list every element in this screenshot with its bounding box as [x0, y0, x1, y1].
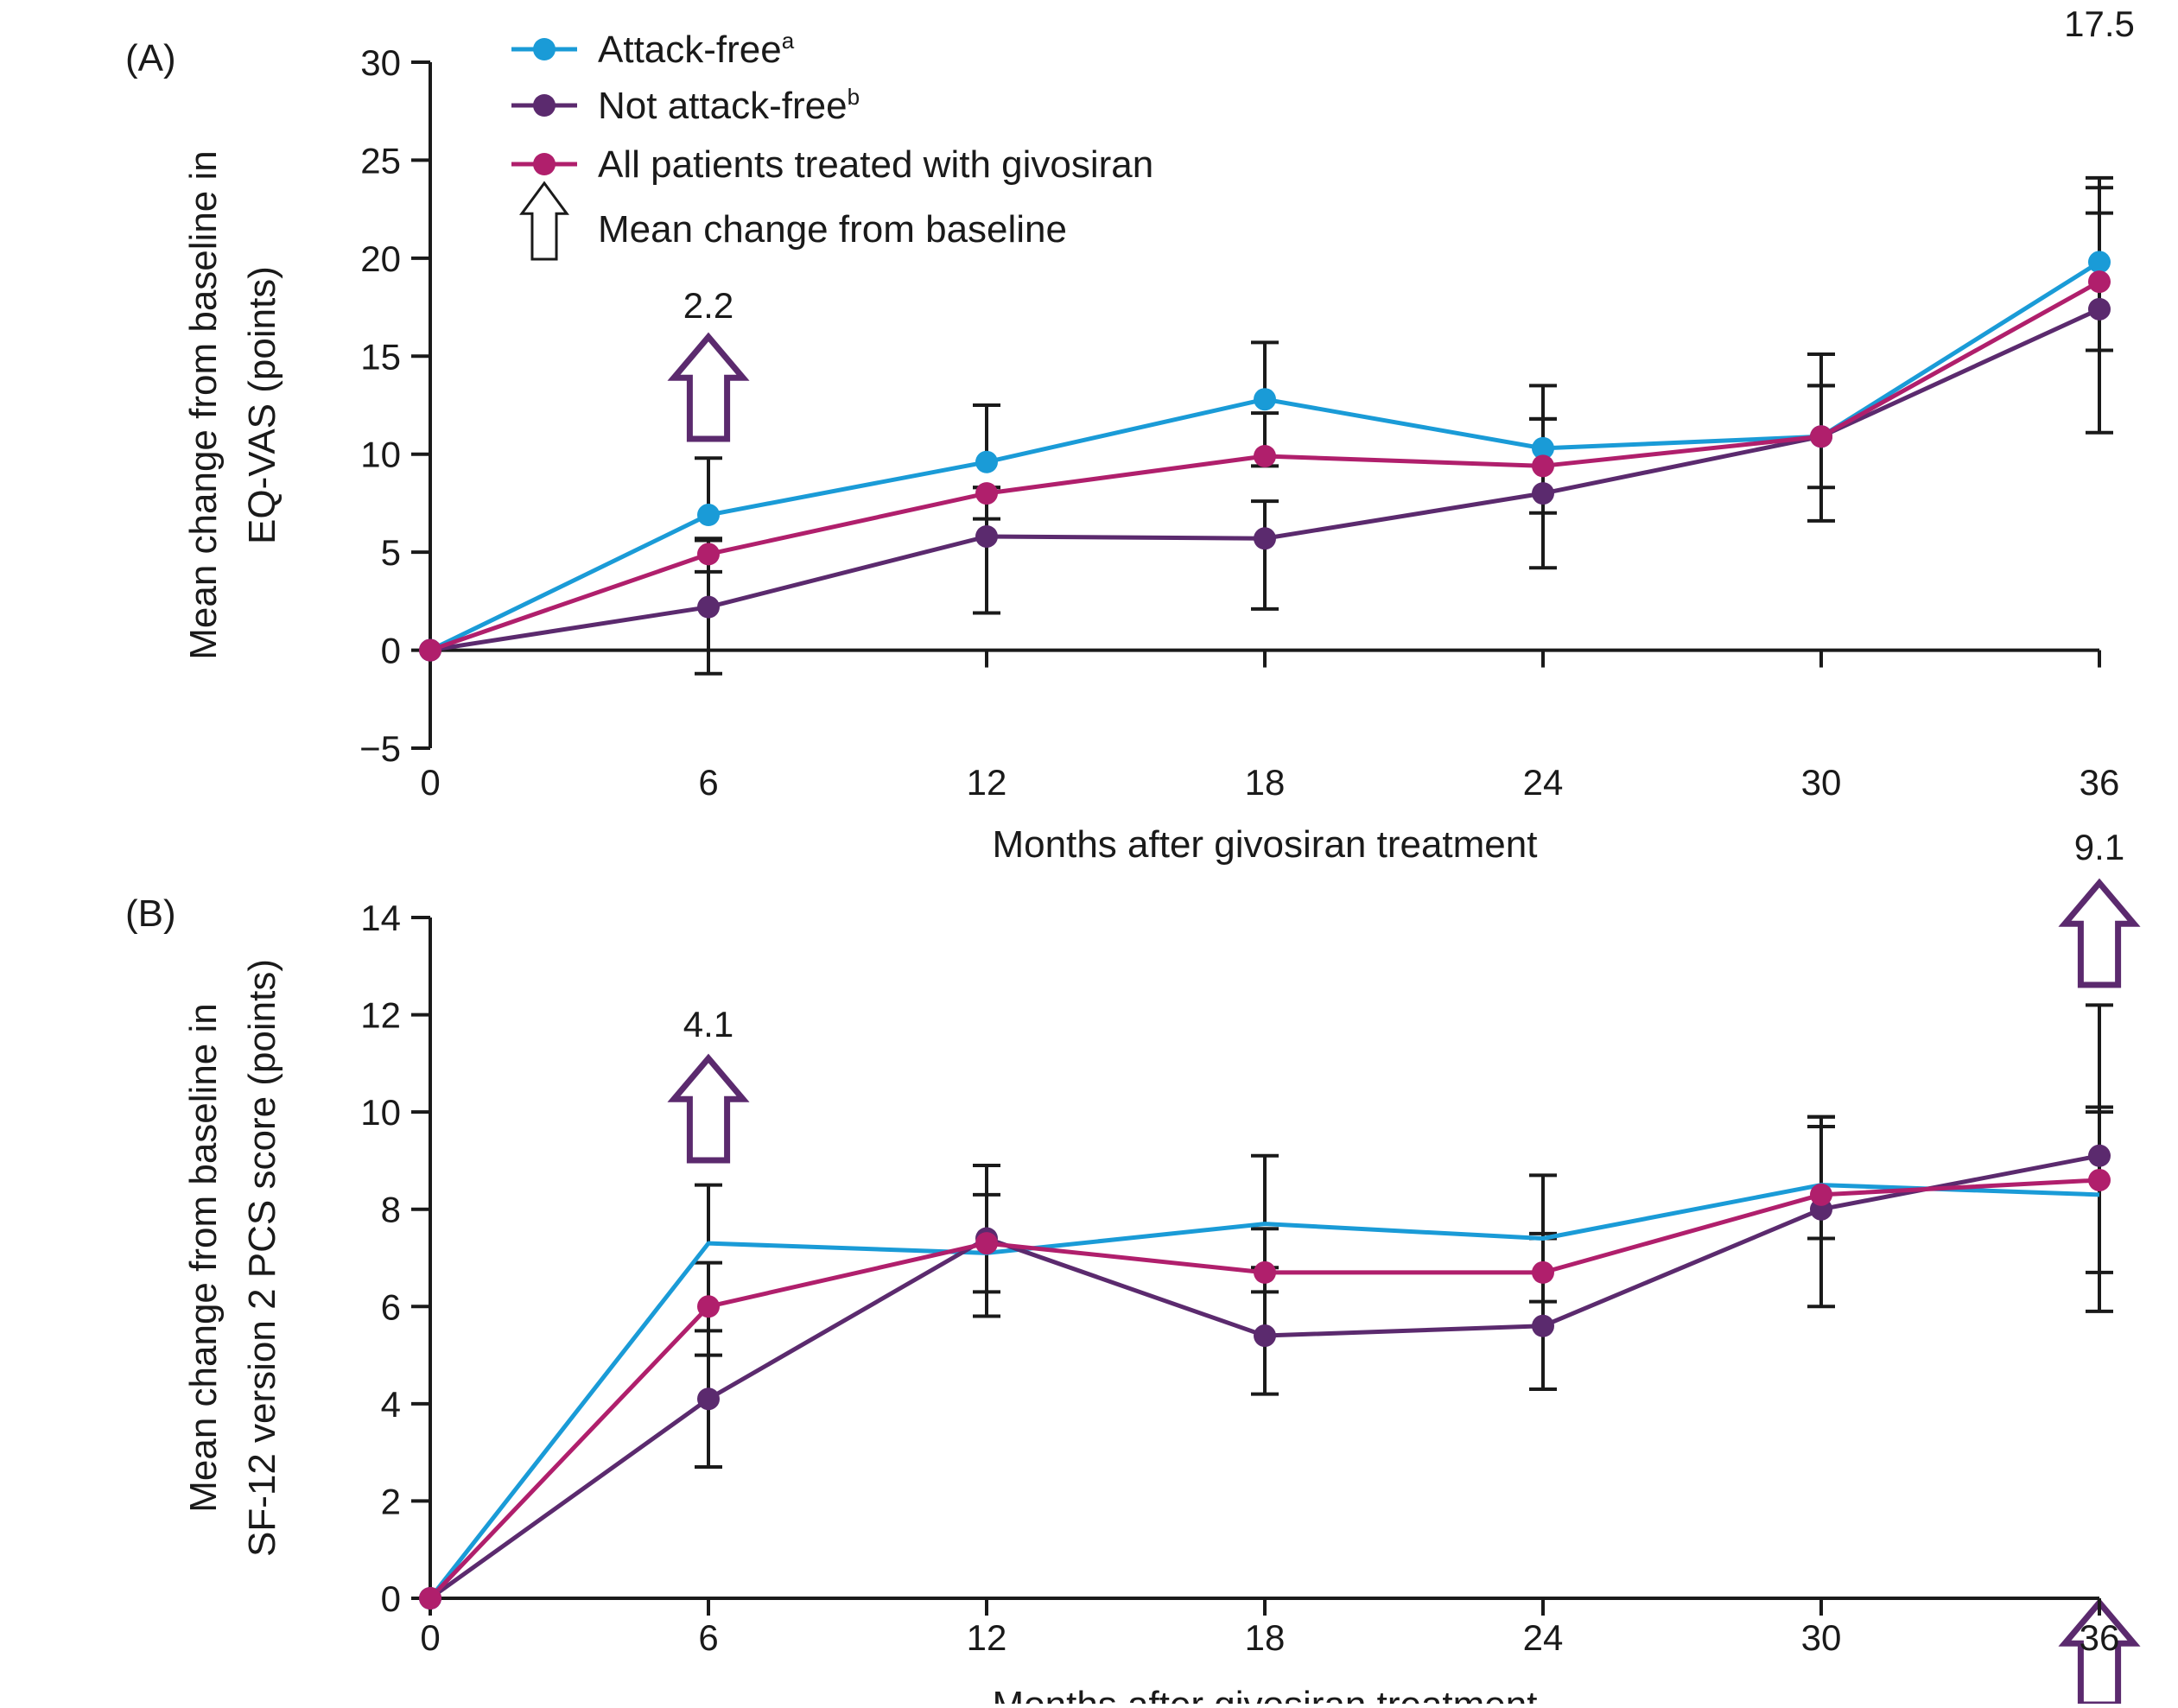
x-tick-label: 30 — [1801, 762, 1842, 803]
legend-label-arrow: Mean change from baseline — [598, 208, 1067, 251]
legend-marker-not-attack-free — [533, 94, 556, 117]
point-all-patients — [975, 1232, 998, 1255]
y-axis-title: Mean change from baseline in — [182, 1003, 225, 1512]
point-all-patients — [975, 482, 998, 505]
y-tick-label: −5 — [359, 728, 401, 769]
x-tick-label: 12 — [967, 1617, 1007, 1658]
mean-change-arrow — [667, 1053, 750, 1164]
x-tick-label: 30 — [1801, 1617, 1842, 1658]
y-tick-label: 0 — [381, 1578, 401, 1619]
point-all-patients — [2088, 1168, 2111, 1191]
x-tick-label: 24 — [1523, 762, 1564, 803]
arrow-value-label: 2.2 — [683, 285, 733, 326]
legend-marker-attack-free — [533, 38, 556, 60]
legend: Attack-freea Not attack-freeb All patients… — [511, 28, 1153, 261]
point-attack-free — [975, 450, 998, 473]
arrow-value-label: 9.1 — [2074, 827, 2124, 867]
point-all-patients — [1532, 454, 1554, 478]
legend-superscript: a — [782, 28, 795, 54]
point-attack-free — [1254, 388, 1276, 411]
point-all-patients — [419, 1587, 441, 1610]
legend-label-all-patients: All patients treated with givosiran — [598, 143, 1153, 186]
y-tick-label: 10 — [360, 435, 401, 475]
x-axis-title: Months after givosiran treatment — [993, 823, 1538, 866]
point-all-patients — [697, 1295, 720, 1318]
point-all-patients — [697, 543, 720, 566]
point-all-patients — [1254, 444, 1276, 467]
y-tick-label: 15 — [360, 336, 401, 377]
legend-marker-all-patients — [533, 153, 556, 175]
arrow-value-label: 4.1 — [683, 1004, 733, 1044]
point-not-attack-free — [1532, 482, 1554, 505]
panel-b: (B)02468101214061218243036Months after g… — [125, 827, 2141, 1708]
point-not-attack-free — [2088, 297, 2111, 321]
point-not-attack-free — [1254, 527, 1276, 550]
x-tick-label: 6 — [698, 1617, 718, 1658]
mean-change-arrow — [2058, 878, 2141, 988]
y-tick-label: 0 — [381, 631, 401, 671]
x-tick-label: 36 — [2080, 1617, 2120, 1658]
point-not-attack-free — [975, 524, 998, 548]
y-tick-label: 12 — [360, 995, 401, 1036]
point-all-patients — [1254, 1260, 1276, 1284]
point-attack-free — [2088, 251, 2111, 274]
x-tick-label: 18 — [1245, 762, 1286, 803]
x-tick-label: 0 — [420, 762, 440, 803]
x-tick-label: 18 — [1245, 1617, 1286, 1658]
y-tick-label: 8 — [381, 1190, 401, 1230]
y-tick-label: 14 — [360, 898, 401, 938]
x-tick-label: 0 — [420, 1617, 440, 1658]
y-tick-label: 2 — [381, 1481, 401, 1521]
point-not-attack-free — [697, 595, 720, 619]
point-attack-free — [1532, 436, 1554, 460]
point-attack-free — [697, 504, 720, 527]
point-not-attack-free — [2088, 1144, 2111, 1167]
point-all-patients — [2088, 270, 2111, 294]
y-axis-title: SF-12 version 2 PCS score (points) — [241, 959, 283, 1557]
y-axis-title: Mean change from baseline in — [182, 150, 225, 659]
x-tick-label: 36 — [2080, 762, 2120, 803]
y-tick-label: 20 — [360, 238, 401, 279]
legend-arrow-icon — [519, 181, 569, 261]
legend-superscript: b — [848, 84, 860, 110]
mean-change-arrow — [667, 332, 750, 442]
point-not-attack-free — [1532, 1314, 1554, 1337]
point-all-patients — [1810, 425, 1832, 448]
point-all-patients — [1532, 1260, 1554, 1284]
y-tick-label: 5 — [381, 532, 401, 573]
legend-label-attack-free: Attack-freea — [598, 28, 795, 71]
legend-label-not-attack-free: Not attack-freeb — [598, 84, 860, 127]
y-tick-label: 10 — [360, 1092, 401, 1133]
y-axis-title: EQ-VAS (points) — [241, 266, 283, 544]
panel-label: (B) — [125, 892, 176, 935]
y-tick-label: 4 — [381, 1384, 401, 1425]
point-all-patients — [1810, 1183, 1832, 1206]
y-tick-label: 25 — [360, 140, 401, 181]
x-tick-label: 6 — [698, 762, 718, 803]
panel-label: (A) — [125, 37, 176, 79]
x-tick-label: 24 — [1523, 1617, 1564, 1658]
x-tick-label: 12 — [967, 762, 1007, 803]
point-all-patients — [419, 638, 441, 662]
point-not-attack-free — [697, 1387, 720, 1411]
y-tick-label: 30 — [360, 42, 401, 83]
arrow-value-label: 17.5 — [2064, 3, 2135, 44]
point-not-attack-free — [1254, 1324, 1276, 1348]
y-tick-label: 6 — [381, 1286, 401, 1327]
x-axis-title: Months after givosiran treatment — [993, 1684, 1538, 1704]
